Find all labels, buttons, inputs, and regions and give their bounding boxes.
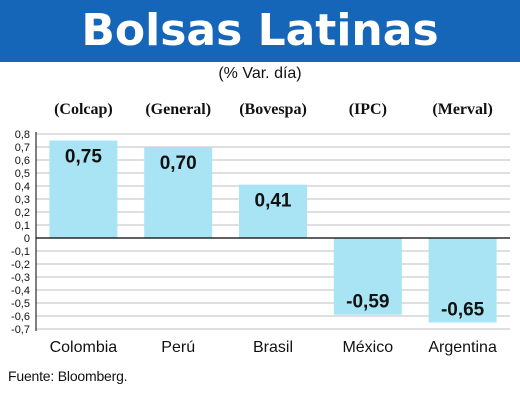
data-label: -0,65 <box>441 300 485 321</box>
bar <box>333 238 402 315</box>
index-name-label: (General) <box>145 101 211 118</box>
y-tick-label: 0,7 <box>15 142 30 154</box>
bar <box>49 140 118 238</box>
index-name-label: (Colcap) <box>54 101 113 118</box>
title-banner <box>0 0 520 62</box>
y-tick-label: -0,4 <box>11 285 30 297</box>
y-tick-label: -0,6 <box>11 311 30 323</box>
x-tick-label: Colombia <box>50 339 118 356</box>
source-note: Fuente: Bloomberg. <box>8 368 128 384</box>
y-tick-label: 0 <box>24 233 30 245</box>
y-tick-label: -0,1 <box>11 246 30 258</box>
x-tick-label: Brasil <box>253 339 293 356</box>
y-tick-label: -0,2 <box>11 259 30 271</box>
chart-subtitle: (% Var. día) <box>218 65 302 82</box>
y-tick-label: -0,3 <box>11 272 30 284</box>
data-label: 0,75 <box>65 147 102 168</box>
y-tick-label: -0,7 <box>11 324 30 336</box>
x-tick-label: Perú <box>161 339 195 356</box>
y-tick-label: 0,1 <box>15 220 30 232</box>
index-name-label: (Merval) <box>432 101 492 118</box>
y-tick-label: -0,5 <box>11 298 30 310</box>
y-tick-label: 0,4 <box>15 181 30 193</box>
y-tick-label: 0,3 <box>15 194 30 206</box>
data-label: 0,41 <box>255 191 292 212</box>
index-name-label: (IPC) <box>349 101 387 118</box>
data-label: 0,70 <box>160 153 197 174</box>
x-tick-label: México <box>342 339 393 356</box>
x-tick-label: Argentina <box>428 339 497 356</box>
bar <box>239 184 307 238</box>
bar <box>144 147 213 238</box>
index-name-label: (Bovespa) <box>239 101 307 118</box>
y-tick-label: 0,6 <box>15 155 30 167</box>
data-label: -0,59 <box>346 292 389 313</box>
chart-title: Bolsas Latinas <box>81 5 439 56</box>
y-tick-label: 0,2 <box>15 207 30 219</box>
bar <box>428 238 497 323</box>
y-tick-label: 0,5 <box>15 168 30 180</box>
y-tick-label: 0,8 <box>15 129 30 141</box>
